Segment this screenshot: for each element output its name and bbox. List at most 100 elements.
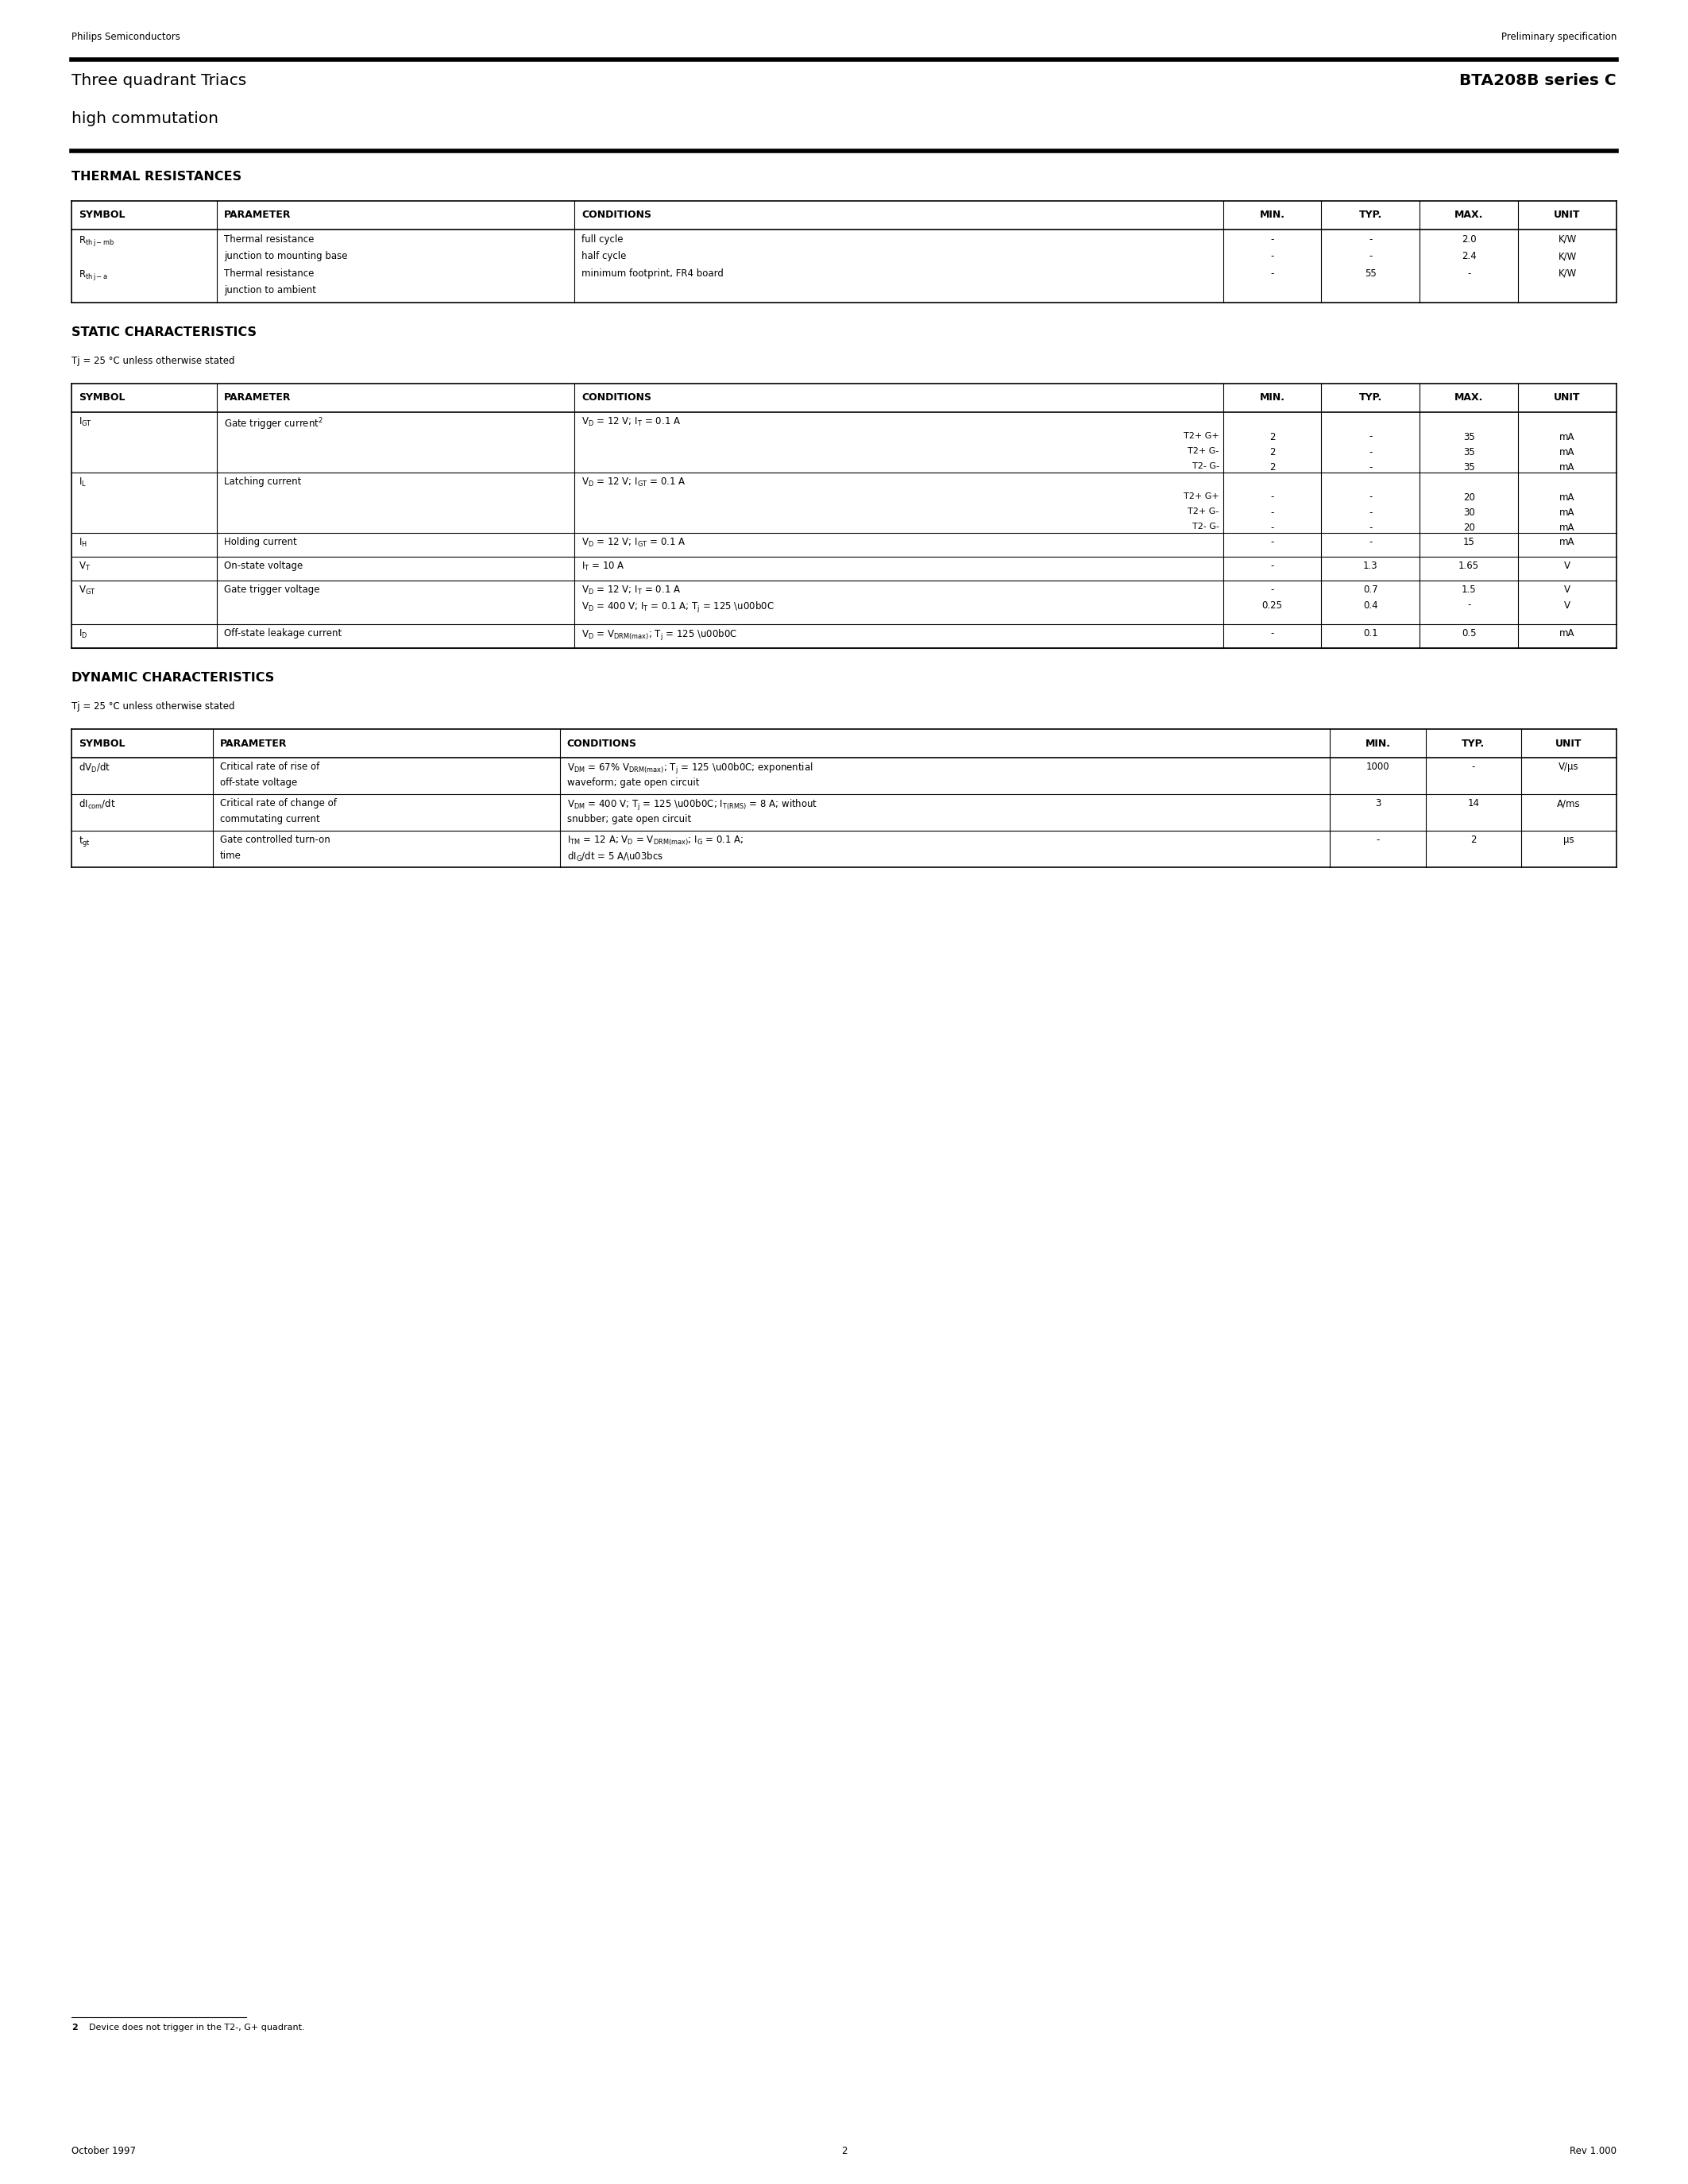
Text: V: V: [1565, 585, 1570, 594]
Text: V$_{\mathregular{DM}}$ = 67% V$_{\mathregular{DRM(max)}}$; T$_{\mathregular{j}}$: V$_{\mathregular{DM}}$ = 67% V$_{\mathre…: [567, 762, 814, 775]
Text: UNIT: UNIT: [1555, 393, 1580, 404]
Text: I$_{\mathregular{TM}}$ = 12 A; V$_{\mathregular{D}}$ = V$_{\mathregular{DRM(max): I$_{\mathregular{TM}}$ = 12 A; V$_{\math…: [567, 834, 743, 847]
Text: MIN.: MIN.: [1259, 393, 1285, 404]
Text: MAX.: MAX.: [1455, 210, 1484, 221]
Text: SYMBOL: SYMBOL: [79, 738, 125, 749]
Text: -: -: [1271, 251, 1274, 262]
Text: V$_{\mathregular{D}}$ = 12 V; I$_{\mathregular{GT}}$ = 0.1 A: V$_{\mathregular{D}}$ = 12 V; I$_{\mathr…: [582, 537, 687, 548]
Text: V$_{\mathregular{D}}$ = 12 V; I$_{\mathregular{T}}$ = 0.1 A: V$_{\mathregular{D}}$ = 12 V; I$_{\mathr…: [582, 585, 682, 596]
Text: Tj = 25 °C unless otherwise stated: Tj = 25 °C unless otherwise stated: [71, 701, 235, 712]
Text: 20: 20: [1463, 491, 1475, 502]
Text: 1.5: 1.5: [1462, 585, 1477, 594]
Text: MIN.: MIN.: [1366, 738, 1391, 749]
Text: 2: 2: [71, 2025, 78, 2031]
Text: 55: 55: [1364, 269, 1376, 280]
Text: PARAMETER: PARAMETER: [219, 738, 287, 749]
Text: Thermal resistance: Thermal resistance: [225, 234, 314, 245]
Text: 1000: 1000: [1366, 762, 1389, 771]
Text: -: -: [1271, 629, 1274, 638]
Text: waveform; gate open circuit: waveform; gate open circuit: [567, 778, 699, 788]
Text: 1.65: 1.65: [1458, 561, 1479, 570]
Text: -: -: [1369, 491, 1372, 502]
Text: 0.25: 0.25: [1263, 601, 1283, 609]
Text: Gate trigger voltage: Gate trigger voltage: [225, 585, 319, 594]
Text: K/W: K/W: [1558, 234, 1577, 245]
Text: V$_{\mathregular{D}}$ = 12 V; I$_{\mathregular{T}}$ = 0.1 A: V$_{\mathregular{D}}$ = 12 V; I$_{\mathr…: [582, 417, 682, 428]
Text: TYP.: TYP.: [1359, 393, 1382, 404]
Text: dV$_{\mathregular{D}}$/dt: dV$_{\mathregular{D}}$/dt: [79, 762, 110, 775]
Text: T2+ G-: T2+ G-: [1188, 507, 1219, 515]
Text: V: V: [1565, 561, 1570, 570]
Text: MIN.: MIN.: [1259, 210, 1285, 221]
Text: PARAMETER: PARAMETER: [225, 210, 290, 221]
Text: V$_{\mathregular{D}}$ = 400 V; I$_{\mathregular{T}}$ = 0.1 A; T$_{\mathregular{j: V$_{\mathregular{D}}$ = 400 V; I$_{\math…: [582, 601, 775, 614]
Text: Three quadrant Triacs: Three quadrant Triacs: [71, 72, 246, 87]
Text: T2+ G-: T2+ G-: [1188, 448, 1219, 454]
Text: snubber; gate open circuit: snubber; gate open circuit: [567, 815, 690, 823]
Text: Gate controlled turn-on: Gate controlled turn-on: [219, 834, 329, 845]
Text: V$_{\mathregular{GT}}$: V$_{\mathregular{GT}}$: [79, 585, 96, 596]
Text: V$_{\mathregular{DM}}$ = 400 V; T$_{\mathregular{j}}$ = 125 \u00b0C; I$_{\mathre: V$_{\mathregular{DM}}$ = 400 V; T$_{\mat…: [567, 797, 817, 812]
Text: Tj = 25 °C unless otherwise stated: Tj = 25 °C unless otherwise stated: [71, 356, 235, 367]
Text: STATIC CHARACTERISTICS: STATIC CHARACTERISTICS: [71, 325, 257, 339]
Text: T2- G-: T2- G-: [1192, 522, 1219, 531]
Text: mA: mA: [1560, 522, 1575, 533]
Text: Device does not trigger in the T2-, G+ quadrant.: Device does not trigger in the T2-, G+ q…: [89, 2025, 306, 2031]
Text: 35: 35: [1463, 432, 1475, 441]
Text: October 1997: October 1997: [71, 2147, 135, 2156]
Text: 0.5: 0.5: [1462, 629, 1477, 638]
Text: I$_{\mathregular{D}}$: I$_{\mathregular{D}}$: [79, 629, 88, 640]
Text: V: V: [1565, 601, 1570, 609]
Text: TYP.: TYP.: [1359, 210, 1382, 221]
Text: -: -: [1271, 269, 1274, 280]
Text: -: -: [1472, 762, 1475, 771]
Text: 20: 20: [1463, 522, 1475, 533]
Text: PARAMETER: PARAMETER: [225, 393, 290, 404]
Text: I$_{\mathregular{T}}$ = 10 A: I$_{\mathregular{T}}$ = 10 A: [582, 561, 625, 572]
Text: T2+ G+: T2+ G+: [1183, 432, 1219, 439]
Text: Philips Semiconductors: Philips Semiconductors: [71, 33, 181, 41]
Text: 0.1: 0.1: [1364, 629, 1377, 638]
Text: off-state voltage: off-state voltage: [219, 778, 297, 788]
Text: CONDITIONS: CONDITIONS: [582, 210, 652, 221]
Text: -: -: [1369, 448, 1372, 456]
Text: mA: mA: [1560, 507, 1575, 518]
Text: time: time: [219, 850, 241, 860]
Text: K/W: K/W: [1558, 251, 1577, 262]
Text: -: -: [1376, 834, 1379, 845]
Text: 35: 35: [1463, 448, 1475, 456]
Text: CONDITIONS: CONDITIONS: [582, 393, 652, 404]
Text: high commutation: high commutation: [71, 111, 218, 127]
Text: R$_{\mathregular{th\,j-a}}$: R$_{\mathregular{th\,j-a}}$: [79, 269, 108, 282]
Text: V$_{\mathregular{D}}$ = 12 V; I$_{\mathregular{GT}}$ = 0.1 A: V$_{\mathregular{D}}$ = 12 V; I$_{\mathr…: [582, 476, 687, 489]
Text: On-state voltage: On-state voltage: [225, 561, 302, 570]
Text: V$_{\mathregular{T}}$: V$_{\mathregular{T}}$: [79, 561, 91, 572]
Text: Gate trigger current$^{\mathregular{2}}$: Gate trigger current$^{\mathregular{2}}$: [225, 417, 322, 432]
Text: -: -: [1271, 561, 1274, 570]
Text: DYNAMIC CHARACTERISTICS: DYNAMIC CHARACTERISTICS: [71, 673, 273, 684]
Text: 14: 14: [1467, 797, 1479, 808]
Text: A/ms: A/ms: [1556, 797, 1580, 808]
Text: UNIT: UNIT: [1555, 738, 1582, 749]
Text: 30: 30: [1463, 507, 1475, 518]
Text: minimum footprint, FR4 board: minimum footprint, FR4 board: [582, 269, 724, 280]
Text: 2.4: 2.4: [1462, 251, 1477, 262]
Text: V/μs: V/μs: [1558, 762, 1578, 771]
Text: -: -: [1271, 537, 1274, 548]
Text: -: -: [1369, 234, 1372, 245]
Text: mA: mA: [1560, 629, 1575, 638]
Text: dI$_{\mathregular{com}}$/dt: dI$_{\mathregular{com}}$/dt: [79, 797, 116, 810]
Text: Preliminary specification: Preliminary specification: [1501, 33, 1617, 41]
Text: dI$_{\mathregular{G}}$/dt = 5 A/\u03bcs: dI$_{\mathregular{G}}$/dt = 5 A/\u03bcs: [567, 850, 663, 863]
Text: 3: 3: [1376, 797, 1381, 808]
Text: 15: 15: [1463, 537, 1475, 548]
Text: MAX.: MAX.: [1455, 393, 1484, 404]
Text: -: -: [1467, 269, 1470, 280]
Text: -: -: [1271, 585, 1274, 594]
Text: CONDITIONS: CONDITIONS: [567, 738, 636, 749]
Text: -: -: [1467, 601, 1470, 609]
Text: Off-state leakage current: Off-state leakage current: [225, 629, 341, 638]
Text: half cycle: half cycle: [582, 251, 626, 262]
Text: SYMBOL: SYMBOL: [79, 210, 125, 221]
Text: commutating current: commutating current: [219, 815, 319, 823]
